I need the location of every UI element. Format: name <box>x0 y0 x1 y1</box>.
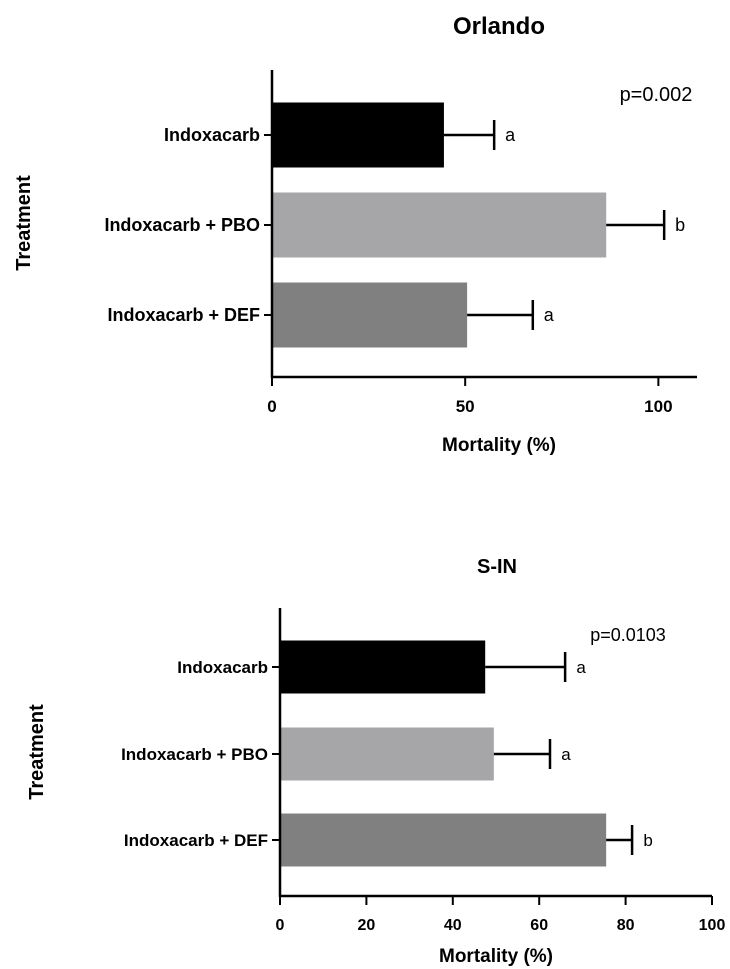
significance-letter: b <box>675 215 685 235</box>
significance-letter: b <box>643 831 652 850</box>
x-tick-label: 20 <box>358 917 376 934</box>
x-tick-label: 40 <box>444 917 462 934</box>
bar-2 <box>272 192 607 258</box>
category-label: Indoxacarb <box>177 658 268 677</box>
bar-1 <box>272 102 444 168</box>
x-axis-title: Mortality (%) <box>442 435 556 456</box>
category-label: Indoxacarb + PBO <box>121 745 268 764</box>
category-label: Indoxacarb <box>164 125 260 145</box>
x-tick-label: 60 <box>530 917 548 934</box>
p-value-annotation: p=0.0103 <box>590 625 666 645</box>
chart-title: Orlando <box>453 13 545 40</box>
chart-panel-2: S-IN a Indoxacarb a Indoxacarb + PBO b Indoxac… <box>26 556 725 967</box>
x-tick-label: 100 <box>644 397 672 416</box>
chart-panel-1: Orlando a Indoxacarb b Indoxacarb + PBO a Indo… <box>13 13 697 456</box>
significance-letter: a <box>561 745 571 764</box>
bar-3 <box>272 282 468 348</box>
y-axis-title: Treatment <box>26 704 48 800</box>
p-value-annotation: p=0.002 <box>620 84 693 106</box>
bar-3 <box>280 813 607 867</box>
significance-letter: a <box>505 125 516 145</box>
significance-letter: a <box>576 658 586 677</box>
bar-1 <box>280 640 486 694</box>
x-tick-label: 50 <box>456 397 475 416</box>
y-axis-title: Treatment <box>13 175 35 271</box>
x-axis-title: Mortality (%) <box>439 946 553 967</box>
x-tick-label: 100 <box>699 917 726 934</box>
category-label: Indoxacarb + DEF <box>107 305 260 325</box>
category-label: Indoxacarb + PBO <box>104 215 260 235</box>
significance-letter: a <box>544 305 555 325</box>
bar-2 <box>280 727 494 781</box>
x-tick-label: 0 <box>276 917 285 934</box>
category-label: Indoxacarb + DEF <box>124 831 268 850</box>
x-tick-label: 80 <box>617 917 635 934</box>
x-tick-label: 0 <box>267 397 276 416</box>
chart-title: S-IN <box>477 556 517 578</box>
